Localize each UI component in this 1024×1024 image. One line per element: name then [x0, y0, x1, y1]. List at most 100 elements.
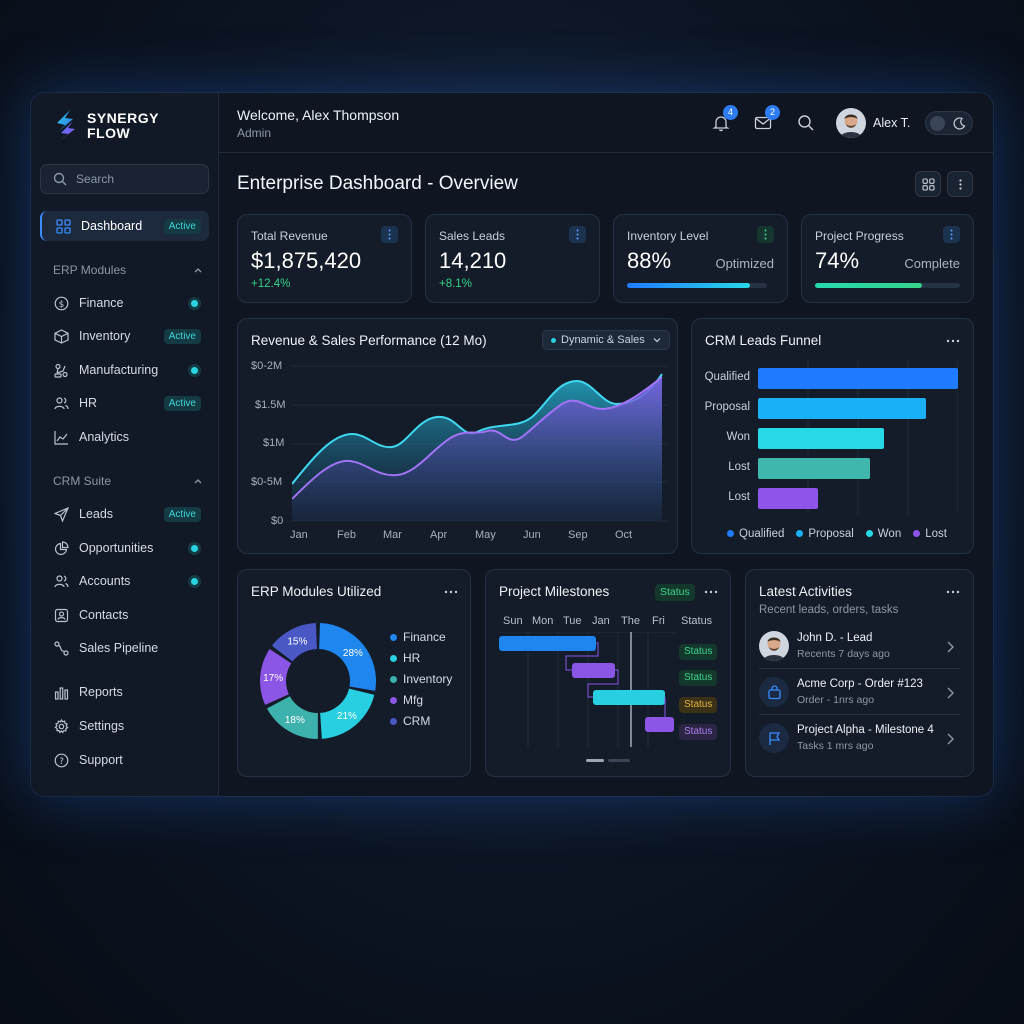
- robot-arm-icon: [54, 363, 68, 378]
- top-header: Welcome, Alex Thompson Admin 4 2 Alex T.: [219, 93, 993, 153]
- x-tick-label: Jun: [523, 529, 541, 541]
- pagination-dot[interactable]: [608, 759, 630, 762]
- sidebar-item-label: Finance: [79, 296, 124, 310]
- chevron-right-icon: [947, 687, 954, 699]
- sidebar-item-support[interactable]: ? Support: [40, 745, 209, 775]
- users-icon: [54, 574, 69, 587]
- filter-label: Dynamic & Sales: [561, 334, 645, 346]
- mail-icon[interactable]: [754, 114, 772, 132]
- kpi-menu-button[interactable]: [569, 226, 586, 243]
- activity-title: Project Alpha - Milestone 4: [797, 724, 934, 736]
- more-horizontal-icon[interactable]: [704, 590, 718, 594]
- sidebar-item-leads[interactable]: Leads Active: [40, 499, 209, 529]
- kpi-menu-button[interactable]: [381, 226, 398, 243]
- sidebar-item-accounts[interactable]: Accounts: [40, 566, 209, 596]
- y-tick-label: $0-2M: [251, 360, 283, 372]
- chart-filter-dropdown[interactable]: Dynamic & Sales: [542, 330, 670, 350]
- avatar[interactable]: [836, 108, 866, 138]
- activity-subtitle: Order - 1nrs ago: [797, 694, 875, 706]
- gantt-chart: [498, 632, 676, 747]
- more-horizontal-icon[interactable]: [946, 339, 960, 343]
- search-input[interactable]: Search: [40, 164, 209, 194]
- card-title: Project Milestones: [499, 584, 610, 599]
- chevron-right-icon: [947, 733, 954, 745]
- donut-segment[interactable]: [271, 623, 317, 662]
- sidebar-item-inventory[interactable]: Inventory Active: [40, 321, 209, 351]
- logo[interactable]: SYNERGY FLOW: [53, 109, 159, 143]
- kpi-card-inventory-level[interactable]: Inventory Level 88% Optimized: [613, 214, 788, 303]
- more-vertical-icon: [950, 229, 953, 240]
- kpi-card-project-progress[interactable]: Project Progress 74% Complete: [801, 214, 974, 303]
- sidebar-item-contacts[interactable]: Contacts: [40, 600, 209, 630]
- chart-title: CRM Leads Funnel: [705, 333, 822, 348]
- donut-segment[interactable]: [320, 688, 375, 739]
- funnel-row-label: Qualified: [704, 371, 750, 383]
- y-tick-label: $0: [271, 515, 284, 527]
- sidebar-item-label: Sales Pipeline: [79, 641, 159, 655]
- sidebar-item-settings[interactable]: Settings: [40, 711, 209, 741]
- milestone-bar[interactable]: [572, 663, 615, 678]
- sidebar-item-sales-pipeline[interactable]: Sales Pipeline: [40, 633, 209, 663]
- milestone-bar[interactable]: [645, 717, 674, 732]
- sidebar: SYNERGY FLOW Search Dashboard Active ERP…: [31, 93, 219, 796]
- kpi-label: Sales Leads: [439, 229, 506, 243]
- avatar: [759, 631, 789, 661]
- logo-icon: [57, 110, 75, 142]
- donut-segment[interactable]: [260, 649, 292, 705]
- kpi-card-revenue[interactable]: Total Revenue $1,875,420 +12.4%: [237, 214, 412, 303]
- sidebar-item-reports[interactable]: Reports: [40, 677, 209, 707]
- funnel-bar[interactable]: [758, 488, 818, 509]
- funnel-bar[interactable]: [758, 368, 958, 389]
- activity-title: John D. - Lead: [797, 632, 873, 644]
- kpi-value: 14,210: [439, 248, 507, 273]
- sidebar-item-hr[interactable]: HR Active: [40, 388, 209, 418]
- search-icon[interactable]: [797, 114, 815, 132]
- section-crm-suite[interactable]: CRM Suite: [53, 474, 203, 488]
- donut-segment[interactable]: [266, 696, 318, 739]
- kpi-status: Complete: [904, 256, 960, 271]
- sidebar-item-manufacturing[interactable]: Manufacturing: [40, 355, 209, 385]
- milestone-bar[interactable]: [593, 690, 665, 705]
- funnel-bar[interactable]: [758, 428, 884, 449]
- funnel-bar[interactable]: [758, 398, 926, 419]
- kpi-menu-button[interactable]: [943, 226, 960, 243]
- chevron-down-icon: [653, 338, 661, 343]
- status-dot: [191, 366, 198, 374]
- bell-icon[interactable]: [712, 114, 730, 132]
- logo-text-line1: SYNERGY: [87, 110, 159, 126]
- funnel-bar[interactable]: [758, 458, 870, 479]
- flag-icon: [759, 723, 789, 753]
- pagination-dot-active[interactable]: [586, 759, 604, 762]
- sidebar-item-opportunities[interactable]: Opportunities: [40, 533, 209, 563]
- kpi-label: Project Progress: [815, 229, 904, 243]
- milestone-bar[interactable]: [499, 636, 596, 651]
- welcome-text: Welcome, Alex Thompson: [237, 107, 400, 123]
- username[interactable]: Alex T.: [873, 116, 911, 130]
- flag-icon: [768, 731, 780, 745]
- more-horizontal-icon[interactable]: [444, 590, 458, 594]
- theme-toggle[interactable]: [925, 111, 973, 135]
- donut-segment[interactable]: [319, 623, 376, 691]
- x-tick-label: Oct: [615, 529, 633, 541]
- activity-subtitle: Tasks 1 mrs ago: [797, 740, 874, 752]
- layout-grid-button[interactable]: [915, 171, 941, 197]
- sidebar-item-label: Dashboard: [81, 219, 143, 233]
- chevron-right-icon: [947, 641, 954, 653]
- activity-item[interactable]: Acme Corp - Order #123 Order - 1nrs ago: [759, 671, 960, 715]
- dollar-circle-icon: $: [54, 296, 69, 310]
- section-erp-modules[interactable]: ERP Modules: [53, 263, 203, 277]
- more-vertical-icon: [388, 229, 391, 240]
- kpi-menu-button[interactable]: [757, 226, 774, 243]
- activity-item[interactable]: John D. - Lead Recents 7 days ago: [759, 625, 960, 669]
- sidebar-item-analytics[interactable]: Analytics: [40, 422, 209, 452]
- progress-fill: [627, 283, 751, 288]
- more-horizontal-icon[interactable]: [946, 590, 960, 594]
- more-options-button[interactable]: [947, 171, 973, 197]
- x-tick-label: Sep: [568, 529, 588, 541]
- y-tick-label: $1.5M: [255, 399, 286, 411]
- sidebar-item-finance[interactable]: $ Finance: [40, 288, 209, 318]
- kpi-card-sales-leads[interactable]: Sales Leads 14,210 +8.1%: [425, 214, 600, 303]
- activity-item[interactable]: Project Alpha - Milestone 4 Tasks 1 mrs …: [759, 717, 960, 761]
- sidebar-item-dashboard[interactable]: Dashboard Active: [40, 211, 209, 241]
- sidebar-item-label: Manufacturing: [79, 363, 159, 377]
